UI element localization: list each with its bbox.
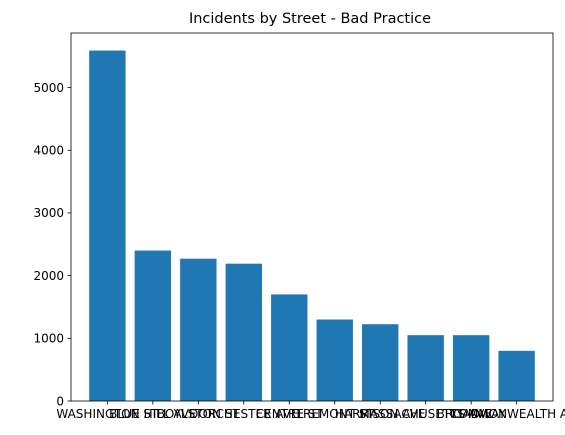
x-tick-label: WASHINGTON ST bbox=[56, 407, 159, 421]
bar bbox=[407, 335, 444, 401]
y-tick-label: 5000 bbox=[33, 81, 64, 95]
bars-layer bbox=[89, 50, 535, 402]
y-tick-label: 3000 bbox=[33, 206, 64, 220]
y-tick-label: 4000 bbox=[33, 144, 64, 158]
x-tick-label: DORCHESTER AVE bbox=[189, 407, 298, 421]
y-tick-label: 1000 bbox=[33, 332, 64, 346]
bar bbox=[362, 324, 399, 401]
bar bbox=[452, 335, 490, 401]
bar bbox=[225, 263, 262, 401]
x-tick-label: HARRISON AVE bbox=[335, 407, 426, 421]
x-tick-label: MASSACHUSETTS AVE bbox=[359, 407, 492, 421]
x-tick-label: COMMONWEALTH AVE bbox=[450, 407, 565, 421]
y-axis: 0 1000 2000 3000 4000 5000 bbox=[33, 81, 71, 408]
bar bbox=[271, 294, 308, 401]
y-tick-label: 2000 bbox=[33, 269, 64, 283]
plot-frame bbox=[70, 32, 554, 402]
y-tick-label: 0 bbox=[56, 394, 64, 408]
x-tick-label: BROADWAY bbox=[437, 407, 507, 421]
bar bbox=[316, 319, 353, 401]
x-tick-label: CENTRE ST bbox=[256, 407, 324, 421]
x-tick-label: BLUE HILL AVE bbox=[109, 407, 196, 421]
bar bbox=[89, 50, 126, 402]
x-tick-label: BOYLSTON ST bbox=[157, 407, 241, 421]
x-tick-label: TREMONT ST bbox=[295, 407, 375, 421]
chart-title: Incidents by Street - Bad Practice bbox=[189, 11, 431, 27]
bar bbox=[134, 250, 172, 401]
bar bbox=[180, 258, 217, 401]
bar bbox=[498, 350, 535, 401]
